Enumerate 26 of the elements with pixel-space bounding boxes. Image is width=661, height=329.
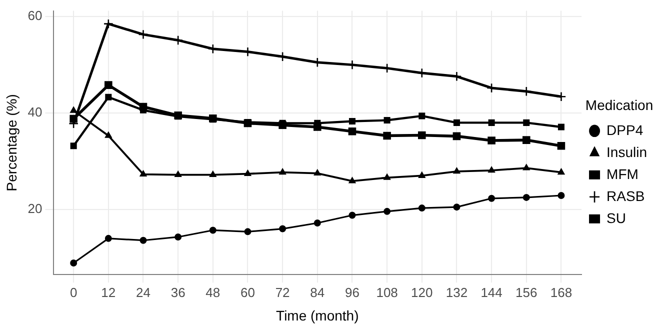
x-tick-label: 156: [516, 284, 538, 300]
y-axis-title: Percentage (%): [3, 94, 20, 192]
x-tick-label: 72: [275, 284, 290, 300]
x-tick-label: 24: [136, 284, 150, 300]
x-tick-label: 36: [170, 284, 186, 300]
x-axis-title: Time (month): [276, 307, 359, 324]
x-tick-label: 108: [376, 284, 398, 300]
legend-label: Insulin: [606, 144, 647, 160]
y-tick-label: 60: [28, 8, 42, 24]
x-tick-label: 144: [480, 284, 502, 300]
y-tick-label: 20: [28, 201, 42, 216]
x-tick-label: 48: [206, 284, 220, 300]
legend-title: Medication: [585, 96, 654, 113]
x-tick-label: 84: [310, 284, 325, 300]
legend-label: RASB: [606, 188, 645, 204]
legend-label: SU: [606, 210, 626, 226]
x-tick-label: 96: [344, 284, 360, 300]
x-tick-label: 60: [240, 284, 255, 300]
x-tick-label: 132: [446, 284, 468, 300]
x-tick-label: 168: [550, 284, 572, 300]
x-tick-label: 0: [70, 284, 78, 300]
legend-label: DPP4: [606, 122, 644, 138]
x-tick-label: 120: [411, 284, 433, 300]
y-tick-label: 40: [28, 104, 42, 120]
legend-label: MFM: [606, 166, 638, 182]
x-tick-label: 12: [101, 284, 116, 300]
